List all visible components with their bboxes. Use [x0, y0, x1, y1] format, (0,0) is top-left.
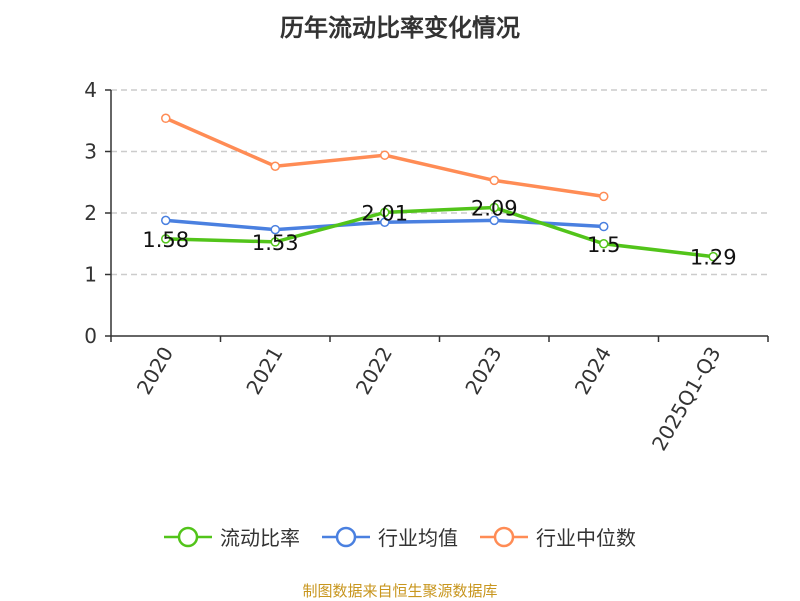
data-point [270, 161, 280, 172]
y-tick-label: 1 [84, 263, 97, 287]
data-point [161, 234, 171, 244]
legend-line-circle-icon [322, 526, 370, 547]
data-point [161, 113, 171, 124]
legend-label: 流动比率 [220, 526, 300, 550]
legend-line-circle-icon [164, 526, 212, 547]
data-label: 2.01 [361, 201, 408, 225]
y-tick-label: 4 [84, 78, 97, 102]
data-point [708, 251, 718, 262]
x-tick-label: 2024 [570, 343, 616, 399]
line-chart: 0 1 2 3 4 2020 2021 2022 2023 2024 2025Q1-Q3 1.58 1.… [84, 78, 769, 455]
data-point [599, 191, 609, 202]
data-point [489, 215, 499, 226]
legend-label: 行业均值 [378, 526, 458, 550]
x-tick-label: 2022 [351, 343, 397, 399]
x-tick-label: 2021 [241, 343, 287, 399]
data-label: 1.58 [142, 228, 189, 252]
data-point [270, 224, 280, 235]
legend-item[interactable]: 行业均值 [322, 522, 458, 551]
y-tick-label: 2 [84, 201, 97, 225]
data-label: 1.5 [587, 233, 620, 257]
data-point [489, 175, 499, 186]
data-point [599, 221, 609, 232]
source-note: 制图数据来自恒生聚源数据库 [302, 582, 498, 600]
data-point [380, 207, 390, 218]
y-tick-label: 0 [84, 324, 97, 348]
data-point [489, 202, 499, 213]
data-label: 2.09 [471, 196, 518, 220]
x-tick-label: 2020 [132, 343, 178, 399]
chart-title: 历年流动比率变化情况 [280, 14, 520, 42]
data-point [270, 237, 280, 247]
data-point [380, 150, 390, 160]
legend-line-circle-icon [480, 526, 528, 547]
data-point [380, 217, 390, 227]
legend-item[interactable]: 行业中位数 [480, 522, 636, 551]
data-label: 1.29 [690, 246, 737, 270]
data-label: 1.53 [252, 231, 299, 255]
data-point [599, 239, 609, 249]
legend-label: 行业中位数 [536, 526, 636, 550]
x-tick-label: 2025Q1-Q3 [647, 343, 726, 455]
series-line-0 [165, 205, 714, 259]
legend: 流动比率 行业均值 行业中位数 [0, 522, 800, 551]
data-point [161, 215, 171, 226]
y-tick-label: 3 [84, 140, 97, 164]
x-tick-label: 2023 [460, 343, 506, 399]
legend-item[interactable]: 流动比率 [164, 522, 300, 551]
